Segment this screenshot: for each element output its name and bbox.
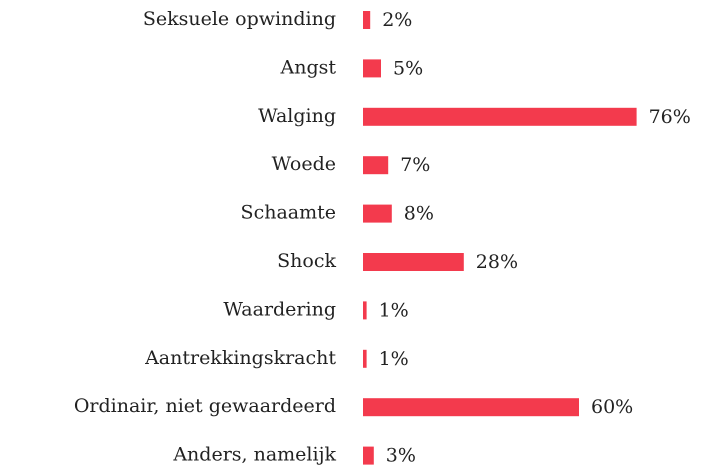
- bar: [363, 349, 367, 368]
- category-label: Shock: [277, 250, 336, 272]
- value-label: 2%: [382, 9, 412, 31]
- category-label: Angst: [279, 56, 336, 78]
- value-label: 1%: [379, 348, 409, 370]
- category-label: Woede: [272, 153, 336, 175]
- category-label: Ordinair, niet gewaardeerd: [74, 395, 336, 417]
- category-label: Walging: [258, 105, 336, 127]
- bar: [363, 253, 464, 271]
- bar: [363, 398, 579, 417]
- bar: [363, 107, 637, 126]
- value-label: 76%: [649, 106, 691, 128]
- bar: [363, 204, 392, 223]
- value-label: 8%: [404, 203, 434, 225]
- value-label: 3%: [386, 445, 416, 467]
- value-label: 1%: [379, 299, 409, 321]
- bar: [363, 11, 371, 29]
- bar: [363, 301, 367, 320]
- bar: [363, 156, 389, 175]
- value-label: 28%: [476, 251, 518, 273]
- value-label: 7%: [400, 154, 430, 176]
- value-label: 5%: [393, 57, 423, 79]
- category-label: Seksuele opwinding: [143, 8, 336, 30]
- category-label: Anders, namelijk: [172, 444, 336, 466]
- bar: [363, 446, 374, 465]
- category-label: Waardering: [223, 298, 336, 320]
- category-label: Aantrekkingskracht: [144, 347, 336, 369]
- category-label: Schaamte: [241, 202, 336, 224]
- value-label: 60%: [591, 396, 633, 418]
- bar: [363, 59, 381, 78]
